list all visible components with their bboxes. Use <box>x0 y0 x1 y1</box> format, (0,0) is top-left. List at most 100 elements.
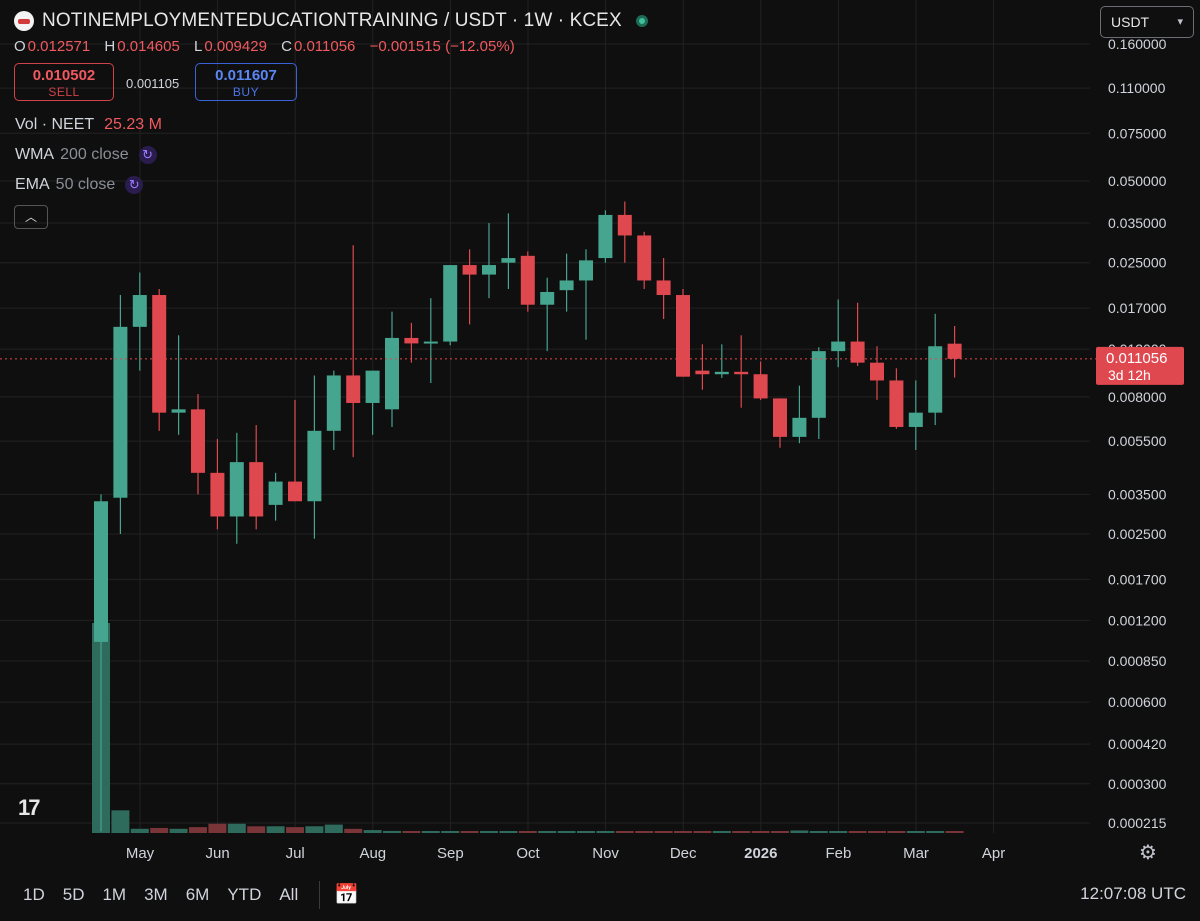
volume-bar <box>790 830 809 833</box>
volume-bar <box>227 823 246 833</box>
timeframe-button[interactable]: 1M <box>102 884 127 904</box>
collapse-legend-button[interactable]: ︿ <box>14 205 48 229</box>
indicator-volume-value: 25.23 M <box>104 116 162 133</box>
candle-body <box>870 362 884 381</box>
candle-body <box>94 501 108 642</box>
candles[interactable] <box>94 201 962 832</box>
candle-body <box>210 472 225 517</box>
indicator-ema[interactable]: EMA 50 close ↻ <box>15 176 144 194</box>
ohlc-open-value: 0.012571 <box>27 38 91 55</box>
volume-bars <box>92 623 964 833</box>
candle[interactable] <box>191 394 205 495</box>
candle-body <box>773 398 787 437</box>
candle-body <box>908 412 923 427</box>
candle[interactable] <box>113 295 128 534</box>
calendar-range-icon[interactable]: 📅 <box>334 884 360 906</box>
candle[interactable] <box>676 288 690 377</box>
volume-bar <box>809 831 828 833</box>
candle-body <box>443 265 458 342</box>
volume-bar <box>654 831 673 833</box>
candle-body <box>520 255 535 305</box>
utc-clock[interactable]: 12:07:08 UTC <box>1080 884 1186 903</box>
candle-body <box>229 462 244 517</box>
candle[interactable] <box>520 251 535 312</box>
candle[interactable] <box>94 494 108 832</box>
candle[interactable] <box>617 201 632 263</box>
candle[interactable] <box>947 326 962 378</box>
candle[interactable] <box>229 432 244 544</box>
candle[interactable] <box>404 322 419 363</box>
candle-body <box>326 375 341 431</box>
indicator-wma[interactable]: WMA 200 close ↻ <box>15 146 157 164</box>
volume-bar <box>615 831 634 833</box>
candle[interactable] <box>579 249 593 340</box>
candle[interactable] <box>132 272 147 371</box>
symbol-header[interactable]: NOTINEMPLOYMENTEDUCATIONTRAINING / USDT … <box>14 8 648 34</box>
candle[interactable] <box>831 299 846 368</box>
volume-bar <box>169 828 188 833</box>
candle[interactable] <box>307 375 322 539</box>
candle[interactable] <box>288 399 302 502</box>
candle[interactable] <box>501 213 516 289</box>
sell-button[interactable]: 0.010502 SELL <box>14 63 114 101</box>
timeframe-button[interactable]: All <box>279 884 299 904</box>
volume-bar <box>130 828 149 833</box>
candle[interactable] <box>482 223 496 299</box>
timeframe-button[interactable]: 5D <box>62 884 85 904</box>
candle[interactable] <box>540 277 555 352</box>
candle[interactable] <box>346 245 361 458</box>
candle[interactable] <box>385 311 399 427</box>
volume-bar <box>693 831 712 833</box>
time-tick-label: Mar <box>903 845 929 862</box>
candle[interactable] <box>171 335 186 435</box>
tradingview-logo-icon[interactable]: 17 <box>18 795 41 820</box>
symbol-title[interactable]: NOTINEMPLOYMENTEDUCATIONTRAINING / USDT … <box>42 10 622 31</box>
timeframe-button[interactable]: 3M <box>144 884 168 904</box>
time-axis[interactable]: May Jun Jul Aug Sep Oct Nov Dec 2026 Feb Mar Apr <box>126 845 1005 862</box>
candle[interactable] <box>268 472 283 521</box>
candle[interactable] <box>811 347 826 439</box>
candle[interactable] <box>908 380 923 450</box>
candle[interactable] <box>850 302 865 367</box>
candle[interactable] <box>423 298 438 384</box>
bar-countdown: 3d 12h <box>1108 367 1151 383</box>
candle[interactable] <box>210 438 225 530</box>
candle[interactable] <box>365 370 380 435</box>
price-tick-label: 0.000850 <box>1108 653 1167 669</box>
currency-select[interactable]: USDT ▾ <box>1100 6 1194 38</box>
candle[interactable] <box>637 231 652 289</box>
candle[interactable] <box>889 368 904 429</box>
candle[interactable] <box>249 425 264 530</box>
candle-body <box>850 341 865 363</box>
candle[interactable] <box>656 258 671 320</box>
candle-body <box>404 337 419 344</box>
price-tick-label: 0.001700 <box>1108 571 1167 587</box>
candle[interactable] <box>734 335 749 408</box>
candle[interactable] <box>870 346 884 400</box>
candle[interactable] <box>462 249 477 325</box>
candle[interactable] <box>792 385 807 444</box>
candle-body <box>559 280 574 291</box>
candle[interactable] <box>152 288 167 431</box>
candle[interactable] <box>773 398 787 448</box>
volume-bar <box>771 831 789 833</box>
timeframe-button[interactable]: YTD <box>227 884 262 904</box>
buy-button[interactable]: 0.011607 BUY <box>195 63 297 101</box>
candle[interactable] <box>928 313 943 426</box>
settings-icon[interactable]: ⚙ <box>1139 842 1157 864</box>
price-axis[interactable]: 0.160000 0.110000 0.075000 0.050000 0.035000… <box>1108 36 1167 831</box>
candle[interactable] <box>714 344 729 378</box>
indicator-volume[interactable]: Vol · NEET 25.23 M <box>15 116 162 134</box>
candle[interactable] <box>695 344 710 390</box>
volume-bar <box>189 827 207 833</box>
candle[interactable] <box>753 361 768 400</box>
candle[interactable] <box>598 210 613 263</box>
candle-body <box>928 346 943 413</box>
timeframe-button[interactable]: 6M <box>185 884 210 904</box>
grid <box>0 0 1090 833</box>
candle[interactable] <box>559 253 574 312</box>
candle[interactable] <box>443 265 458 346</box>
timeframe-button[interactable]: 1D <box>23 884 45 904</box>
candle[interactable] <box>326 370 341 450</box>
